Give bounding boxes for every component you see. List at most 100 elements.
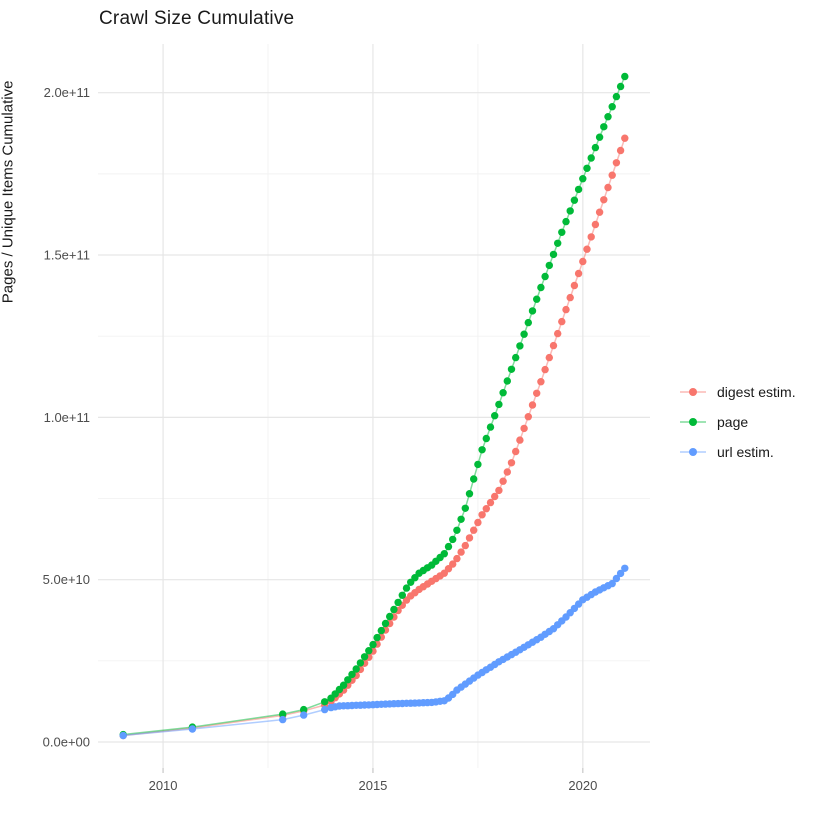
- data-point: [440, 550, 448, 558]
- y-tick-label: 1.5e+11: [44, 248, 90, 263]
- series-line: [123, 137, 626, 737]
- data-point: [516, 342, 524, 350]
- data-point: [360, 653, 369, 661]
- data-point: [495, 400, 503, 409]
- data-point: [453, 554, 461, 563]
- data-point: [616, 82, 625, 91]
- data-point: [449, 535, 457, 544]
- data-point: [612, 574, 621, 583]
- data-point: [579, 175, 587, 183]
- data-point: [616, 569, 625, 578]
- series-line: [123, 76, 626, 736]
- data-point: [554, 239, 562, 247]
- data-point: [402, 584, 411, 592]
- data-point: [583, 245, 591, 253]
- data-point: [533, 295, 541, 303]
- data-point: [533, 389, 541, 397]
- data-point: [486, 423, 495, 431]
- data-point: [470, 475, 478, 483]
- data-point: [478, 511, 486, 519]
- y-tick-label: 0.0e+00: [43, 735, 90, 750]
- data-point: [595, 208, 604, 216]
- data-point: [474, 460, 482, 469]
- gridlines-major: [98, 44, 650, 768]
- data-point: [507, 459, 516, 467]
- data-point: [386, 612, 394, 621]
- data-point: [604, 183, 612, 192]
- data-point: [321, 698, 329, 706]
- data-point: [188, 725, 197, 733]
- data-point: [377, 626, 385, 635]
- data-point: [562, 305, 570, 314]
- data-point: [356, 659, 365, 667]
- data-point: [394, 598, 402, 607]
- data-point: [373, 633, 381, 642]
- data-point: [279, 710, 287, 718]
- data-point: [600, 196, 608, 204]
- legend-item-page: page: [678, 407, 796, 437]
- data-point: [621, 72, 629, 81]
- gridlines-minor: [98, 44, 650, 768]
- data-point: [621, 134, 629, 142]
- legend-label: url estim.: [717, 444, 774, 460]
- data-point: [444, 542, 453, 551]
- data-point: [545, 353, 553, 362]
- data-point: [537, 283, 545, 292]
- data-point: [616, 146, 625, 155]
- data-point: [321, 705, 329, 714]
- data-point: [528, 401, 537, 409]
- data-point: [453, 526, 461, 534]
- data-point: [528, 307, 537, 315]
- legend: digest estim. page url estim.: [678, 377, 796, 467]
- data-point: [537, 378, 545, 386]
- y-tick-label: 1.0e+11: [44, 410, 90, 425]
- legend-label: page: [717, 414, 749, 430]
- data-point: [612, 159, 621, 167]
- data-point: [512, 447, 520, 456]
- data-point: [491, 492, 499, 501]
- data-point: [512, 353, 520, 362]
- data-point: [549, 250, 558, 259]
- data-point: [591, 220, 600, 229]
- data-point: [583, 164, 591, 172]
- data-point: [365, 647, 373, 655]
- data-point: [566, 293, 574, 302]
- data-point: [495, 486, 503, 495]
- chart-title: Crawl Size Cumulative: [99, 8, 295, 29]
- data-point: [381, 619, 390, 628]
- data-point: [449, 560, 457, 568]
- data-point: [541, 272, 549, 281]
- data-point: [579, 257, 587, 266]
- data-point: [608, 171, 616, 179]
- data-point: [507, 365, 516, 373]
- legend-key-icon: [680, 418, 706, 426]
- data-point: [566, 207, 574, 215]
- data-point: [339, 681, 348, 689]
- data-point: [300, 705, 308, 714]
- legend-key-icon: [680, 448, 706, 456]
- data-point: [369, 640, 377, 649]
- series-url-estim: [119, 564, 629, 740]
- data-point: [478, 446, 486, 454]
- data-point: [545, 261, 553, 270]
- data-point: [608, 103, 616, 111]
- legend-label: digest estim.: [717, 384, 796, 400]
- data-point: [621, 564, 629, 572]
- data-point: [503, 468, 511, 476]
- data-point: [279, 715, 287, 724]
- data-point: [570, 281, 579, 290]
- data-point: [562, 217, 570, 226]
- data-point: [604, 113, 612, 121]
- data-point: [482, 505, 490, 513]
- data-point: [516, 436, 524, 444]
- y-tick-label: 2.0e+11: [44, 85, 90, 100]
- data-point: [612, 92, 621, 101]
- data-point: [600, 123, 608, 131]
- legend-item-digest-estim: digest estim.: [678, 377, 796, 407]
- data-point: [352, 665, 360, 673]
- x-tick-label: 2010: [149, 778, 178, 793]
- x-tick-label: 2020: [568, 778, 597, 793]
- data-point: [398, 591, 406, 599]
- data-point: [390, 605, 398, 614]
